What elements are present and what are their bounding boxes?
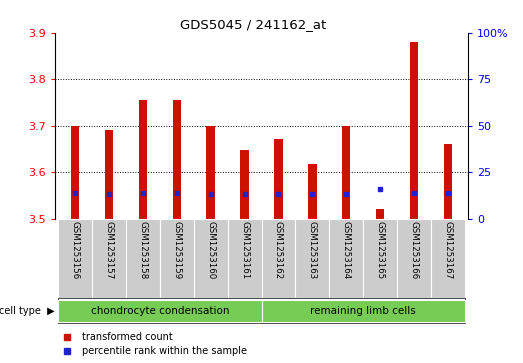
Title: GDS5045 / 241162_at: GDS5045 / 241162_at	[180, 19, 326, 32]
Bar	[308, 164, 316, 219]
Text: GSM1253160: GSM1253160	[206, 221, 215, 279]
Bar	[262, 299, 465, 322]
Text: GSM1253166: GSM1253166	[410, 221, 418, 279]
Text: GSM1253165: GSM1253165	[376, 221, 384, 279]
Bar	[262, 219, 295, 298]
Bar	[241, 150, 249, 219]
Bar	[160, 219, 194, 298]
Text: chondrocyte condensation: chondrocyte condensation	[90, 306, 229, 316]
Bar	[274, 139, 282, 219]
Text: remaining limb cells: remaining limb cells	[310, 306, 416, 316]
Bar	[126, 219, 160, 298]
Text: cell type  ▶: cell type ▶	[0, 306, 55, 316]
Bar	[173, 100, 181, 219]
Bar	[58, 299, 262, 322]
Text: GSM1253157: GSM1253157	[105, 221, 113, 279]
Bar	[410, 42, 418, 219]
Bar	[194, 219, 228, 298]
Bar	[329, 219, 363, 298]
Text: GSM1253164: GSM1253164	[342, 221, 350, 279]
Text: GSM1253156: GSM1253156	[71, 221, 79, 279]
Text: GSM1253161: GSM1253161	[240, 221, 249, 279]
Text: GSM1253167: GSM1253167	[444, 221, 452, 279]
Bar	[376, 209, 384, 219]
Bar	[228, 219, 262, 298]
Bar	[58, 219, 92, 298]
Bar	[295, 219, 329, 298]
Text: GSM1253158: GSM1253158	[139, 221, 147, 279]
Bar	[444, 144, 452, 219]
Bar	[207, 126, 215, 219]
Bar	[342, 126, 350, 219]
Bar	[71, 126, 79, 219]
Bar	[397, 219, 431, 298]
Text: transformed count: transformed count	[82, 331, 173, 342]
Bar	[105, 130, 113, 219]
Bar	[363, 219, 397, 298]
Text: GSM1253163: GSM1253163	[308, 221, 317, 279]
Bar	[431, 219, 465, 298]
Text: GSM1253159: GSM1253159	[173, 221, 181, 279]
Bar	[92, 219, 126, 298]
Bar	[139, 100, 147, 219]
Text: GSM1253162: GSM1253162	[274, 221, 283, 279]
Text: percentile rank within the sample: percentile rank within the sample	[82, 346, 247, 356]
